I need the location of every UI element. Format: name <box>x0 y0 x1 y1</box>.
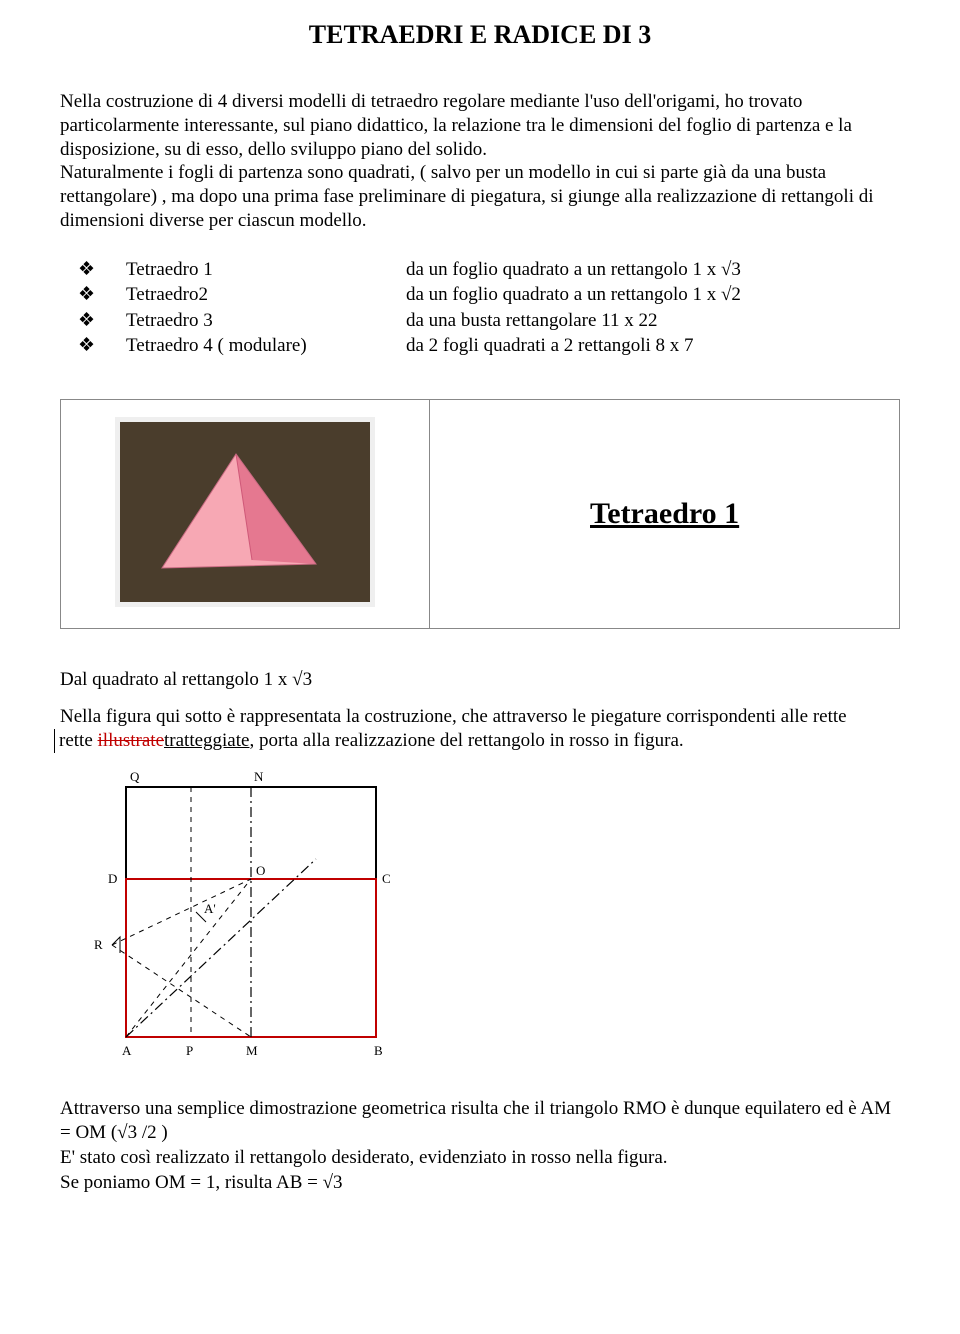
document-page: TETRAEDRI E RADICE DI 3 Nella costruzion… <box>0 0 960 1225</box>
list-item: ❖ Tetraedro 1 da un foglio quadrato a un… <box>60 257 900 283</box>
figure-table: Tetraedro 1 <box>60 399 900 629</box>
label-M: M <box>246 1043 258 1058</box>
bullet-label: Tetraedro2 <box>126 282 406 308</box>
bullet-icon: ❖ <box>60 282 126 308</box>
construction-paragraph: Nella figura qui sotto è rappresentata l… <box>60 705 900 753</box>
bullet-label: Tetraedro 3 <box>126 308 406 334</box>
label-O: O <box>256 863 265 878</box>
label-A: A <box>122 1043 132 1058</box>
figure-cell <box>61 400 430 629</box>
bullet-desc: da un foglio quadrato a un rettangolo 1 … <box>406 282 900 308</box>
para-post: , porta alla realizzazione del rettangol… <box>249 730 683 751</box>
footer-line-2: E' stato così realizzato il rettangolo d… <box>60 1146 900 1171</box>
revision-mark-icon: rette illustratetratteggiate, porta alla… <box>54 729 684 753</box>
bullet-label: Tetraedro 1 <box>126 257 406 283</box>
bullet-desc: da 2 fogli quadrati a 2 rettangoli 8 x 7 <box>406 333 900 359</box>
para-line2-prefix: rette <box>59 730 98 751</box>
label-D: D <box>108 871 117 886</box>
label-Q: Q <box>130 769 140 784</box>
footer-paragraph: Attraverso una semplice dimostrazione ge… <box>60 1097 900 1196</box>
section-heading: Dal quadrato al rettangolo 1 x √3 <box>60 669 900 691</box>
page-title: TETRAEDRI E RADICE DI 3 <box>60 20 900 50</box>
footer-line-1: Attraverso una semplice dimostrazione ge… <box>60 1097 900 1146</box>
figure-caption-cell: Tetraedro 1 <box>430 400 900 629</box>
bullet-label: Tetraedro 4 ( modulare) <box>126 333 406 359</box>
label-C: C <box>382 871 391 886</box>
footer-line-3: Se poniamo OM = 1, risulta AB = √3 <box>60 1171 900 1196</box>
intro-paragraph-1: Nella costruzione di 4 diversi modelli d… <box>60 90 900 233</box>
list-item: ❖ Tetraedro 4 ( modulare) da 2 fogli qua… <box>60 333 900 359</box>
label-B: B <box>374 1043 383 1058</box>
inserted-text: tratteggiate <box>164 730 249 751</box>
bullet-icon: ❖ <box>60 257 126 283</box>
bullet-desc: da una busta rettangolare 11 x 22 <box>406 308 900 334</box>
tetrahedron-photo <box>115 417 375 607</box>
intro-text-2: Naturalmente i fogli di partenza sono qu… <box>60 162 874 231</box>
label-R: R <box>94 937 103 952</box>
list-item: ❖ Tetraedro2 da un foglio quadrato a un … <box>60 282 900 308</box>
geometry-diagram: Q N D O C R A' A P M B <box>86 767 426 1077</box>
label-A1: A' <box>204 901 216 916</box>
bullet-desc: da un foglio quadrato a un rettangolo 1 … <box>406 257 900 283</box>
intro-text-1: Nella costruzione di 4 diversi modelli d… <box>60 91 852 160</box>
list-item: ❖ Tetraedro 3 da una busta rettangolare … <box>60 308 900 334</box>
bullet-icon: ❖ <box>60 333 126 359</box>
para-pre: Nella figura qui sotto è rappresentata l… <box>60 706 847 727</box>
tetrahedron-icon <box>156 450 326 580</box>
tetrahedra-list: ❖ Tetraedro 1 da un foglio quadrato a un… <box>60 257 900 360</box>
deleted-text: illustrate <box>98 730 164 751</box>
label-P: P <box>186 1043 193 1058</box>
bullet-icon: ❖ <box>60 308 126 334</box>
label-N: N <box>254 769 264 784</box>
figure-caption: Tetraedro 1 <box>590 497 739 530</box>
